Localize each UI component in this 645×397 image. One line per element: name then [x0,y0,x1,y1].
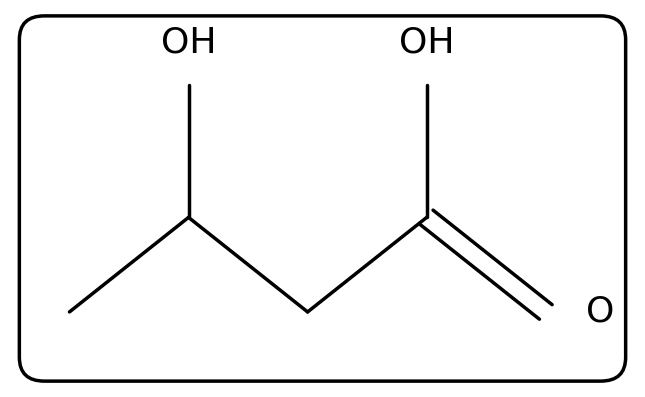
FancyBboxPatch shape [19,16,626,381]
Text: OH: OH [399,25,455,60]
Text: O: O [586,295,615,329]
Text: OH: OH [161,25,216,60]
